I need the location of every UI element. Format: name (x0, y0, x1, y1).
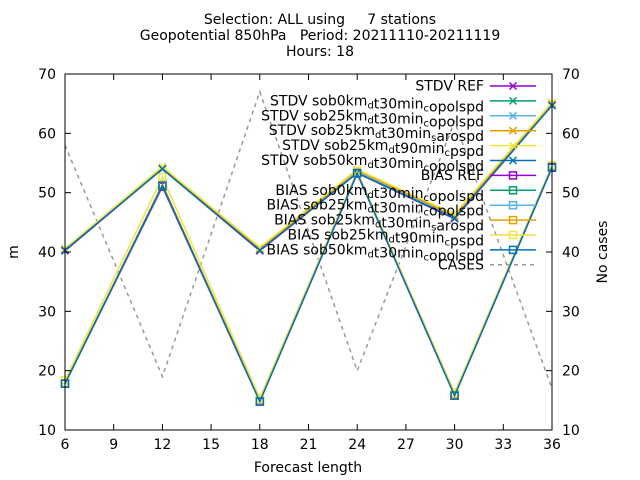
y-tick-label: 10 (38, 423, 56, 439)
legend-stdv-ref-label: STDV REF (415, 79, 484, 95)
y2-tick-label: 60 (562, 126, 580, 142)
series-bias-sob25km-d-t90min-c-pspd-point (158, 172, 167, 182)
chart-title-line-2: Geopotential 850hPa Period: 20211110-202… (139, 28, 501, 44)
legend-stdv-ref-marker (508, 81, 518, 91)
series-cases (64, 89, 553, 389)
axis-layer: 6 9 12 15 18 21 24 27 30 33 3610203040506070102030… (38, 67, 580, 453)
x-tick-label: 18 (251, 437, 269, 453)
series-stdv-sob25km-d-t90min-c-pspd-point (158, 162, 167, 171)
legend-bias-sob0km-d-t30min-c-opolspd-label: BIAS sob0kmdt30mincopolspd (275, 183, 484, 205)
series-stdv-sob50km-d-t30min-c-opolspd-point (255, 246, 264, 255)
series-bias-sob50km-d-t30min-c-opolspd-line (64, 166, 553, 404)
series-bias-sob50km-d-t30min-c-opolspd-point (352, 168, 362, 178)
series-stdv-sob25km-d-t90min-c-pspd-line (64, 102, 553, 249)
y-axis-label: m (6, 245, 22, 259)
x-tick-label: 15 (202, 437, 220, 453)
legend-bias-sob25km-d-t30min-c-opolspd-marker (508, 200, 518, 210)
series-bias-sob50km-d-t30min-c-opolspd (60, 162, 557, 406)
y2-tick-label: 10 (562, 423, 580, 439)
legend-bias-sob25km-d-t90min-c-pspd-label: BIAS sob25kmdt90mincpspd (288, 228, 485, 250)
legend-stdv-sob25km-d-t30min-s-arospd-marker (508, 126, 518, 135)
y2-axis-label: No cases (595, 221, 611, 284)
legend-bias-ref-label: BIAS REF (421, 168, 484, 184)
y-tick-label: 50 (38, 186, 56, 202)
legend-bias-sob0km-d-t30min-c-opolspd-marker (508, 186, 518, 195)
y2-tick-label: 20 (562, 364, 580, 380)
y-tick-label: 60 (38, 126, 56, 142)
legend-stdv-sob50km-d-t30min-c-opolspd-label: STDV sob50kmdt30mincopolspd (261, 153, 484, 175)
legend-stdv-sob25km-d-t30min-c-opolspd-marker (508, 111, 518, 120)
legend-bias-sob25km-d-t90min-c-pspd-marker (508, 230, 518, 240)
chart-title-line-1: Selection: ALL using 7 stations (203, 12, 437, 28)
x-tick-label: 6 (61, 437, 70, 453)
y2-tick-label: 40 (562, 245, 580, 261)
series-stdv-sob25km-d-t30min-s-arospd-point (255, 245, 264, 254)
series-stdv-sob50km-d-t30min-c-opolspd-point (450, 214, 459, 223)
y-tick-label: 30 (38, 304, 56, 320)
legend-stdv-sob25km-d-t90min-c-pspd-label: STDV sob25kmdt90mincpspd (282, 138, 484, 160)
x-tick-label: 30 (446, 437, 464, 453)
series-bias-sob50km-d-t30min-c-opolspd-point (255, 397, 265, 406)
legend-stdv-sob25km-d-t30min-c-opolspd-label: STDV sob25kmdt30mincopolspd (261, 108, 484, 130)
series-stdv-sob25km-d-t90min-c-pspd-point (255, 243, 264, 252)
series-stdv-sob50km-d-t30min-c-opolspd-line (64, 104, 553, 252)
y-tick-label: 40 (38, 245, 56, 261)
series-stdv-sob25km-d-t30min-s-arospd-line (64, 103, 553, 250)
x-tick-label: 9 (109, 437, 118, 453)
x-tick-label: 36 (543, 437, 561, 453)
chart-title-line-3: Hours: 18 (286, 44, 354, 60)
legend-stdv-sob50km-d-t30min-c-opolspd-marker (508, 156, 518, 165)
y2-tick-label: 30 (562, 304, 580, 320)
y2-tick-label: 50 (562, 186, 580, 202)
y2-tick-label: 70 (562, 67, 580, 83)
legend-stdv-sob0km-d-t30min-c-opolspd-label: STDV sob0kmdt30mincopolspd (270, 93, 484, 115)
x-tick-label: 27 (397, 437, 415, 453)
legend-bias-sob50km-d-t30min-c-opolspd-label: BIAS sob50kmdt30mincopolspd (266, 242, 484, 264)
legend-stdv-sob0km-d-t30min-c-opolspd-marker (508, 96, 518, 105)
x-tick-label: 21 (300, 437, 318, 453)
series-bias-sob50km-d-t30min-c-opolspd-point (158, 181, 167, 190)
series-stdv-sob50km-d-t30min-c-opolspd-point (158, 164, 167, 173)
y-tick-label: 70 (38, 67, 56, 83)
x-tick-label: 24 (348, 437, 366, 453)
legend-bias-ref-marker (508, 171, 518, 180)
legend-bias-sob25km-d-t30min-s-arospd-label: BIAS sob25kmdt30minsarospd (274, 213, 484, 235)
y-tick-label: 20 (38, 364, 56, 380)
series-layer (60, 89, 557, 406)
x-axis-label: Forecast length (254, 460, 362, 476)
legend-bias-sob50km-d-t30min-c-opolspd-marker (508, 245, 518, 255)
series-cases-line (64, 89, 553, 389)
legend-stdv-sob25km-d-t30min-s-arospd-label: STDV sob25kmdt30minsarospd (269, 123, 484, 145)
legend-bias-sob25km-d-t30min-c-opolspd-label: BIAS sob25kmdt30mincopolspd (266, 198, 484, 220)
x-tick-label: 12 (153, 437, 171, 453)
series-bias-sob25km-d-t90min-c-pspd-line (64, 165, 553, 400)
legend-cases-label: CASES (438, 257, 484, 273)
legend-bias-sob25km-d-t30min-s-arospd-marker (508, 215, 518, 225)
legend-stdv-sob25km-d-t90min-c-pspd-marker (508, 141, 518, 150)
x-tick-label: 33 (494, 437, 512, 453)
series-bias-sob50km-d-t30min-c-opolspd-point (450, 391, 459, 400)
